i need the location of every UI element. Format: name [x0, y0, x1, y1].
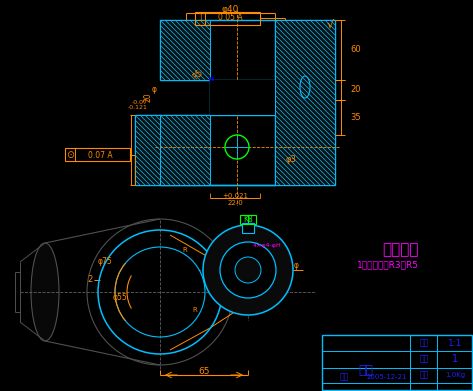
Text: φ55: φ55 — [113, 294, 127, 303]
Text: ⊙: ⊙ — [66, 150, 74, 160]
Text: -0.07
-0.121: -0.07 -0.121 — [128, 100, 148, 110]
Text: 60: 60 — [350, 45, 360, 54]
Bar — [275, 20, 335, 185]
Circle shape — [235, 257, 261, 283]
Bar — [242, 223, 254, 233]
Text: +0.021: +0.021 — [222, 193, 248, 199]
Bar — [160, 20, 210, 80]
Text: 1: 1 — [452, 354, 458, 364]
Text: R: R — [183, 247, 187, 253]
Text: 2005-12-21: 2005-12-21 — [367, 374, 407, 380]
Text: 0.07 A: 0.07 A — [88, 151, 112, 160]
Text: 1:1: 1:1 — [448, 339, 462, 348]
Text: 4×φ4-φH: 4×φ4-φH — [253, 242, 282, 248]
Text: 重量: 重量 — [420, 371, 429, 380]
Text: R5: R5 — [191, 68, 205, 82]
Text: 制图: 制图 — [339, 373, 349, 382]
Text: 20: 20 — [350, 86, 360, 95]
Text: K8: K8 — [243, 215, 253, 224]
Text: 比例: 比例 — [420, 339, 429, 348]
Text: 35: 35 — [350, 113, 360, 122]
Ellipse shape — [31, 243, 59, 341]
Circle shape — [203, 225, 293, 315]
Bar — [160, 115, 210, 185]
Text: φ75: φ75 — [97, 258, 113, 267]
Text: 20: 20 — [143, 92, 152, 102]
Text: 0.05 A: 0.05 A — [218, 14, 242, 23]
Text: 按义: 按义 — [359, 364, 374, 377]
Text: φ3: φ3 — [285, 156, 296, 165]
Bar — [65, 148, 130, 161]
Text: 技术要求: 技术要求 — [382, 242, 418, 258]
Bar — [240, 215, 256, 224]
Text: φ: φ — [152, 86, 157, 95]
Bar — [195, 12, 260, 25]
Bar — [210, 80, 275, 115]
Circle shape — [220, 242, 276, 298]
Text: 2: 2 — [88, 276, 93, 285]
Text: φ: φ — [294, 260, 298, 269]
Text: ⊥: ⊥ — [196, 13, 204, 23]
Text: √: √ — [326, 20, 333, 30]
Text: 1.0Kg: 1.0Kg — [445, 372, 465, 378]
Text: 1、铸造圆角R3到R5: 1、铸造圆角R3到R5 — [357, 260, 419, 269]
Text: 65: 65 — [198, 368, 210, 377]
Text: 22-0: 22-0 — [227, 200, 243, 206]
Text: R: R — [193, 307, 197, 313]
Bar — [322, 335, 472, 390]
Text: 件数: 件数 — [420, 355, 429, 364]
Text: φ40: φ40 — [221, 5, 239, 14]
Bar — [135, 115, 160, 185]
